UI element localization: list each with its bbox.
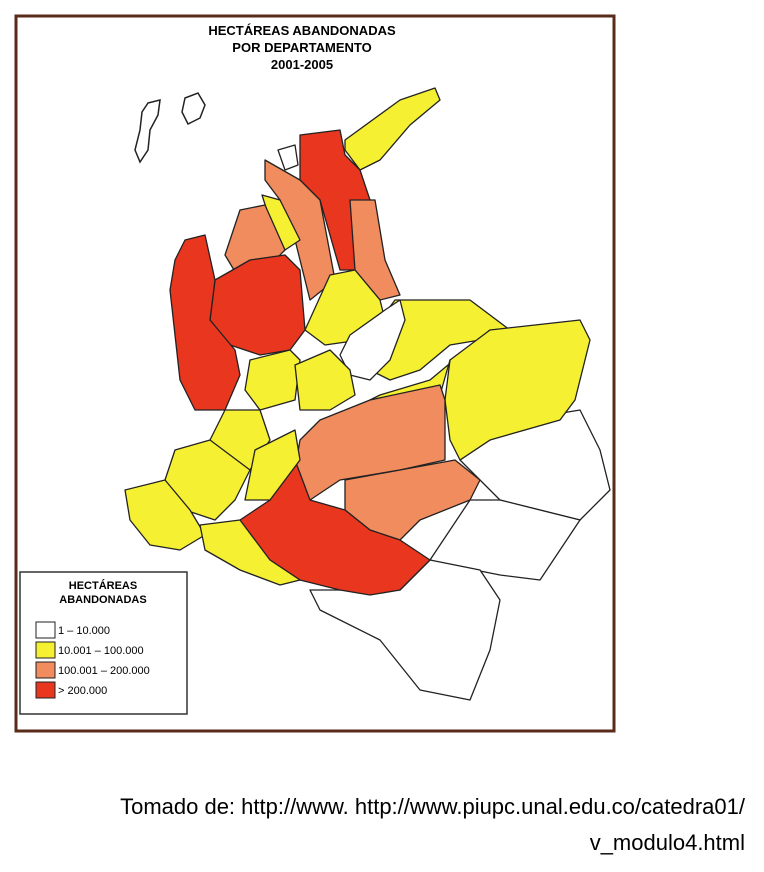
department — [244, 349, 301, 411]
legend-swatch — [35, 681, 56, 699]
department — [444, 319, 591, 461]
islands — [134, 92, 206, 164]
legend-label: > 200.000 — [58, 685, 107, 697]
department — [124, 479, 206, 551]
map-title: HECTÁREAS ABANDONADAS — [208, 23, 396, 38]
legend-swatch — [35, 661, 56, 679]
department — [244, 429, 301, 501]
legend-title: ABANDONADAS — [59, 594, 146, 606]
department — [277, 144, 299, 171]
legend-label: 10.001 – 100.000 — [58, 645, 144, 657]
legend-items: 1 – 10.000 10.001 – 100.000 100.001 – 200.… — [35, 621, 150, 699]
department — [169, 234, 241, 411]
caption-line: v_modulo4.html — [589, 830, 745, 855]
legend-label: 1 – 10.000 — [58, 625, 110, 637]
legend: HECTÁREAS ABANDONADAS 1 – 10.000 10.001 –… — [19, 571, 188, 715]
island — [181, 92, 206, 126]
department — [339, 299, 406, 381]
department — [294, 349, 356, 411]
legend-label: 100.001 – 200.000 — [58, 665, 150, 677]
departments — [124, 87, 611, 701]
map-title: POR DEPARTAMENTO — [232, 40, 371, 55]
legend-swatch — [35, 641, 56, 659]
department — [344, 87, 441, 171]
island — [134, 99, 161, 164]
legend-swatch — [35, 621, 56, 639]
legend-title: HECTÁREAS — [69, 579, 137, 592]
caption-line: Tomado de: http://www. http://www.piupc.… — [120, 794, 745, 819]
department — [199, 519, 301, 586]
department — [264, 159, 336, 301]
map-title: 2001-2005 — [271, 57, 333, 72]
